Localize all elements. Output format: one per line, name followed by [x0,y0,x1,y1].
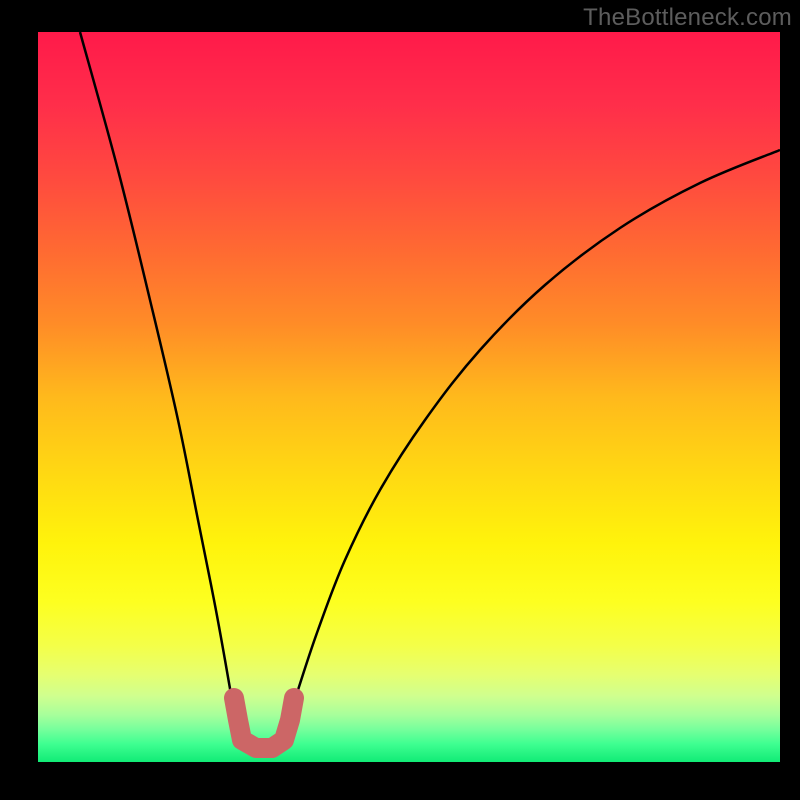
watermark-text: TheBottleneck.com [583,4,792,32]
bottleneck-curve-right [288,150,780,723]
bottleneck-curve-left [80,32,236,723]
curve-layer [0,0,800,800]
valley-marker [234,698,294,748]
chart-stage: TheBottleneck.com [0,0,800,800]
